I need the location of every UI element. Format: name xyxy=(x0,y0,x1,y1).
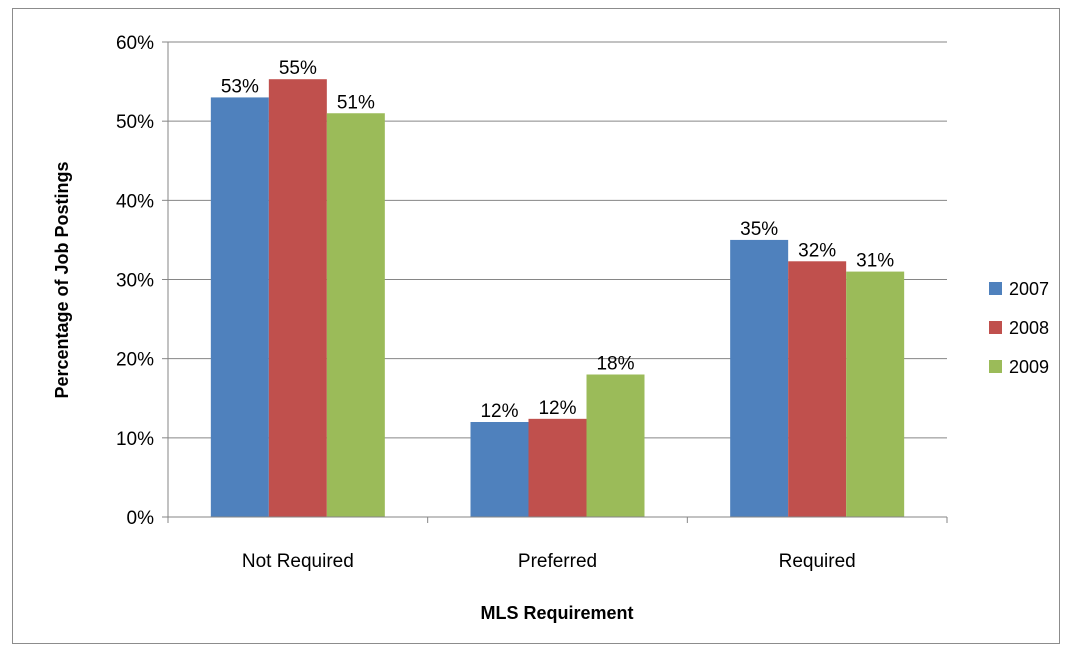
data-label: 18% xyxy=(596,354,634,375)
data-label: 32% xyxy=(798,240,836,261)
legend: 2007 2008 2009 xyxy=(989,279,1049,377)
x-tick-label: Preferred xyxy=(518,551,597,572)
legend-swatch-2008 xyxy=(989,321,1002,334)
bar-2007 xyxy=(470,422,529,517)
y-tick-labels: 0% 10% 20% 30% 40% 50% 60% xyxy=(116,33,154,529)
data-label: 12% xyxy=(538,398,576,419)
y-tick-label: 20% xyxy=(116,350,154,371)
legend-label: 2007 xyxy=(1009,279,1049,299)
bar-2008 xyxy=(268,79,327,517)
y-tick-label: 30% xyxy=(116,271,154,292)
x-axis-title: MLS Requirement xyxy=(480,603,633,623)
bar-2007 xyxy=(730,239,789,517)
y-tick-label: 10% xyxy=(116,429,154,450)
x-tick-label: Not Required xyxy=(242,551,354,572)
legend-swatch-2007 xyxy=(989,282,1002,295)
data-label: 31% xyxy=(856,251,894,272)
bar-2008 xyxy=(788,261,847,517)
data-label: 53% xyxy=(221,76,259,97)
legend-label: 2009 xyxy=(1009,357,1049,377)
legend-label: 2008 xyxy=(1009,318,1049,338)
bar-2009 xyxy=(326,113,385,517)
y-tick-label: 0% xyxy=(127,508,155,529)
data-label: 12% xyxy=(480,401,518,422)
data-labels: 53% 55% 51% 12% 12% 18% 35% 32% 31% xyxy=(221,58,894,422)
y-tick-label: 50% xyxy=(116,112,154,133)
x-tick-label: Required xyxy=(779,551,856,572)
bars xyxy=(210,79,905,518)
bar-2007 xyxy=(210,97,269,518)
bar-2008 xyxy=(528,418,587,517)
bar-2009 xyxy=(586,374,645,517)
y-axis-title: Percentage of Job Postings xyxy=(52,161,72,398)
x-tick-labels: Not Required Preferred Required xyxy=(242,551,856,572)
legend-swatch-2009 xyxy=(989,360,1002,373)
data-label: 55% xyxy=(279,58,317,79)
y-tick-label: 40% xyxy=(116,191,154,212)
bar-2009 xyxy=(846,271,905,517)
data-label: 51% xyxy=(337,92,375,113)
axes xyxy=(162,41,948,523)
y-tick-label: 60% xyxy=(116,33,154,54)
data-label: 35% xyxy=(740,219,778,240)
